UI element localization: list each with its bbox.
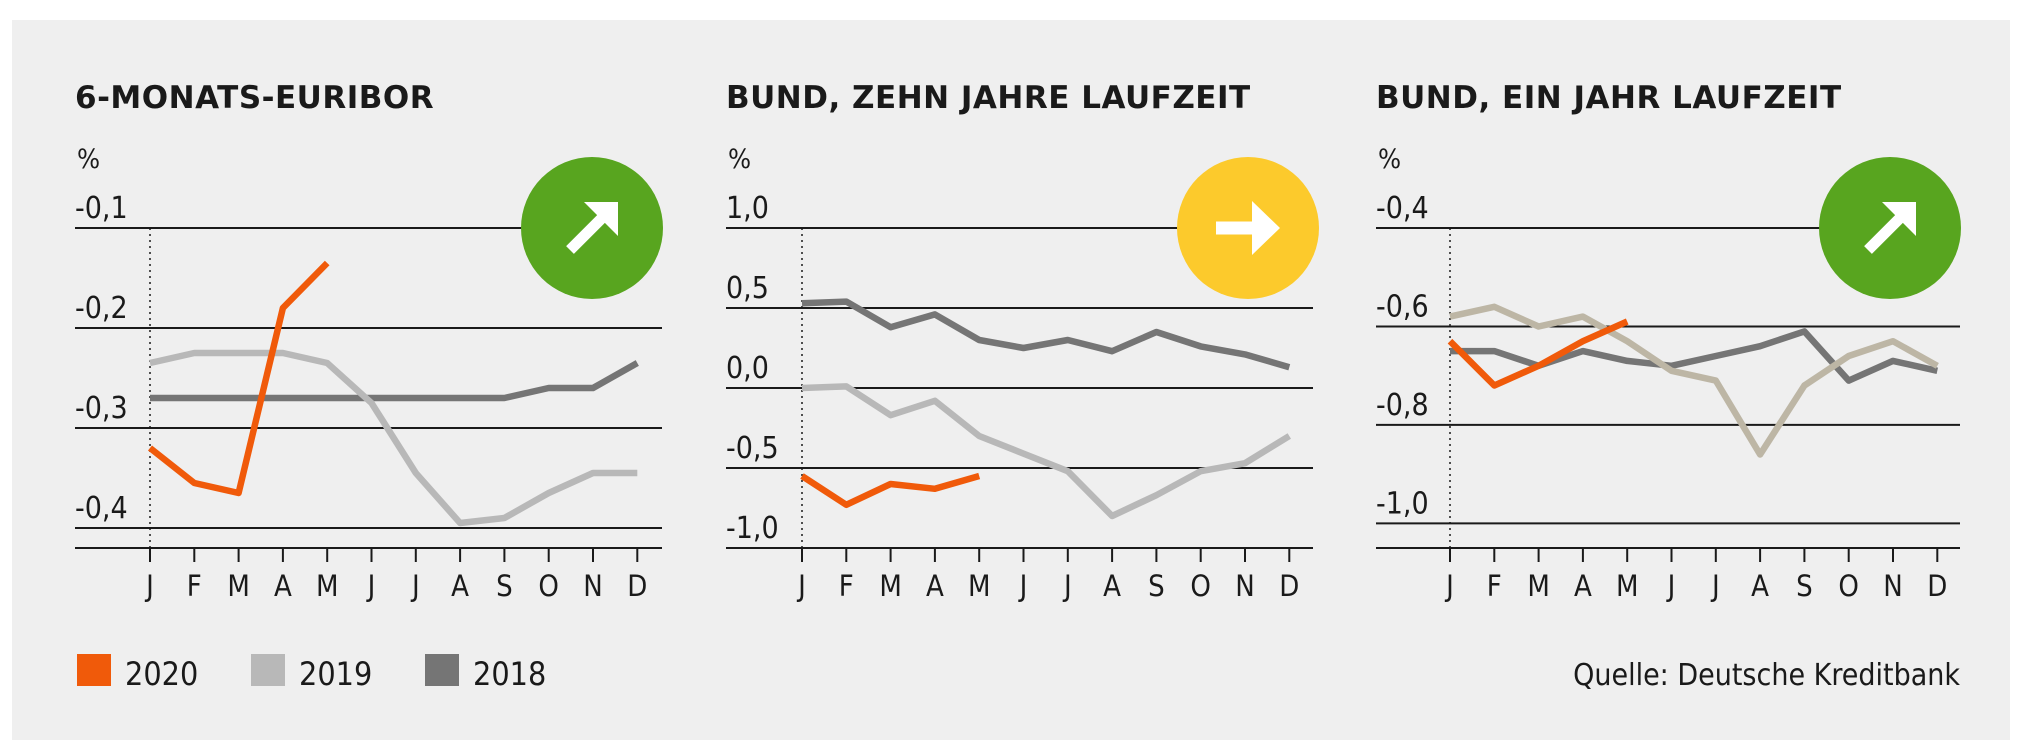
x-tick-label: D [1279,569,1299,603]
x-tick-label: J [796,569,806,603]
x-tick-label: S [1796,569,1813,603]
series-line-2020 [800,472,981,509]
x-tick-label: A [1574,569,1592,603]
y-tick-label: -0,1 [75,191,128,226]
arrow-right-icon [1216,201,1280,255]
x-tick-label: J [1710,569,1720,603]
x-tick-label: M [1616,569,1639,603]
legend-item-2018: 2018 [425,654,546,693]
x-tick-label: D [1927,569,1947,603]
series-line-2018 [801,298,1291,371]
legend-swatch [251,654,285,686]
y-tick-label: 1,0 [726,191,769,226]
x-tick-label: J [144,569,154,603]
x-tick-label: M [968,569,991,603]
series-line-2020 [147,260,330,497]
y-tick-label: -0,4 [75,491,128,526]
x-tick-label: M [316,569,339,603]
y-tick-label: -0,3 [75,391,128,426]
trend-badge [1819,157,1961,299]
x-tick-label: A [1751,569,1769,603]
x-tick-label: A [926,569,944,603]
x-tick-label: M [1527,569,1550,603]
legend-label: 2020 [125,655,198,693]
trend-badge [521,157,663,299]
y-tick-label: -0,4 [1376,191,1429,226]
series-line-2018 [1450,328,1939,384]
x-tick-label: S [496,569,513,603]
x-tick-label: F [187,569,202,603]
series-line-2019 [149,349,638,527]
y-tick-label: -0,6 [1376,289,1429,324]
x-tick-label: F [839,569,854,603]
trend-badge [1177,157,1319,299]
chart-title: 6-MONATS-EURIBOR [75,80,434,116]
x-tick-label: F [1487,569,1502,603]
x-tick-label: S [1148,569,1165,603]
legend: 2020 2019 2018 [77,654,546,693]
legend-item-2019: 2019 [251,654,372,693]
legend-label: 2018 [473,655,546,693]
y-tick-label: -0,5 [726,431,779,466]
chart-2: BUND, ZEHN JAHRE LAUFZEIT% 1,0 0,5 0,0 -0,5 -… [726,80,1319,603]
x-tick-label: M [879,569,902,603]
series-line-2019 [801,383,1292,520]
chart-1: 6-MONATS-EURIBOR%-0,1-0,2-0,3-0,4J F M A M J J… [75,80,663,603]
x-tick-label: O [1838,569,1859,603]
x-tick-label: A [274,569,292,603]
arrow-up-right-icon [1864,202,1916,254]
legend-item-2020: 2020 [77,654,198,693]
y-unit-label: % [77,144,100,175]
y-tick-label: -1,0 [726,511,779,546]
x-tick-label: J [1018,569,1028,603]
legend-swatch [77,654,111,686]
y-tick-label: 0,5 [726,271,769,306]
series-line-2019 [1449,303,1939,458]
x-tick-label: N [1883,569,1903,603]
x-tick-label: N [1235,569,1255,603]
y-unit-label: % [728,144,751,175]
legend-label: 2019 [299,655,372,693]
x-tick-label: A [1103,569,1121,603]
legend-swatch [425,654,459,686]
series-line-2020 [1447,318,1629,389]
y-tick-label: 0,0 [726,351,769,386]
x-tick-label: D [627,569,647,603]
x-tick-label: J [366,569,376,603]
x-tick-label: M [227,569,250,603]
arrow-up-right-icon [566,202,618,254]
y-tick-label: -0,8 [1376,388,1429,423]
x-tick-label: J [1444,569,1454,603]
y-tick-label: -0,2 [75,291,128,326]
x-tick-label: O [1190,569,1211,603]
chart-title: BUND, EIN JAHR LAUFZEIT [1376,80,1842,116]
x-tick-label: J [1666,569,1676,603]
y-tick-label: -1,0 [1376,486,1429,521]
x-tick-label: J [410,569,420,603]
x-tick-label: J [1062,569,1072,603]
x-tick-label: A [451,569,469,603]
chart-title: BUND, ZEHN JAHRE LAUFZEIT [726,80,1251,116]
chart-3: BUND, EIN JAHR LAUFZEIT% -0,4 -0,6 -0,8 -1,0… [1376,80,1961,603]
source-note: Quelle: Deutsche Kreditbank [1573,658,1960,693]
x-tick-label: N [583,569,603,603]
series-line-2018 [150,360,639,402]
x-tick-label: O [538,569,559,603]
y-unit-label: % [1378,144,1401,175]
